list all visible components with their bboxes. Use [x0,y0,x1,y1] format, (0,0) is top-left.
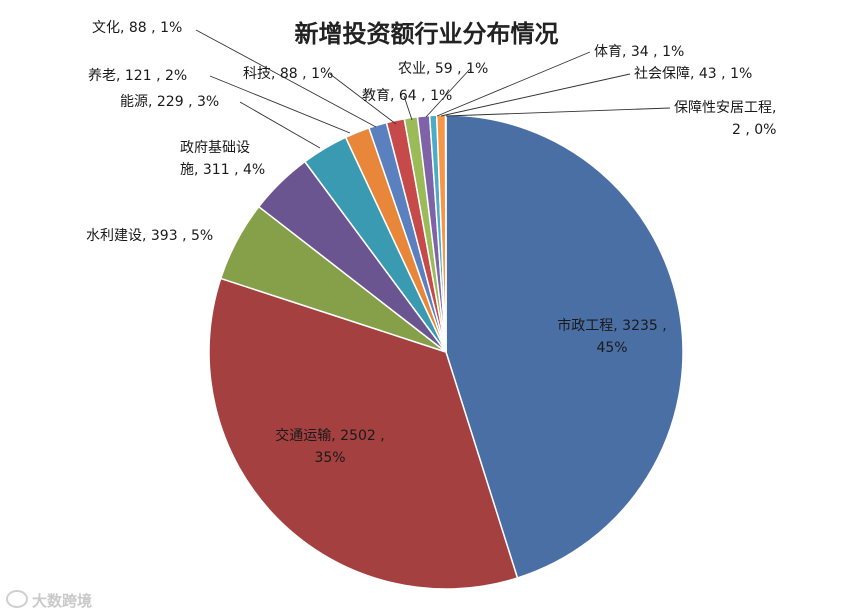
slice-label-line2-4: 施, 311 , 4% [180,162,265,178]
leader-line-11 [436,51,591,117]
slice-label-10: 农业, 59 , 1% [398,61,488,77]
slice-label-8: 科技, 88 , 1% [243,66,333,82]
slice-label-5: 能源, 229 , 3% [120,94,219,110]
slice-label-13: 保障性安居工程, [674,100,776,116]
slice-label-4: 政府基础设 [180,139,250,156]
slice-label-line2-2: 35% [314,450,345,466]
slice-label-9: 教育, 64 , 1% [362,88,452,104]
leader-line-10 [425,68,471,118]
slice-label-7: 文化, 88 , 1% [92,20,182,36]
slice-label-line2-1: 45% [596,340,627,356]
watermark-logo-icon [6,590,28,608]
slice-label-3: 水利建设, 393 , 5% [86,228,213,244]
slice-label-2: 交通运输, 2502 , [275,427,384,444]
leader-line-13 [445,107,671,117]
slice-label-11: 体育, 34 , 1% [594,44,684,60]
pie-slice-1 [445,114,684,579]
slice-label-1: 市政工程, 3235 , [557,317,666,334]
leader-line-5 [239,101,321,149]
leader-line-9 [403,95,413,121]
watermark-text: 大数跨境 [32,592,93,610]
pie-slice-2 [208,277,519,590]
watermark: 大数跨境 [6,590,92,611]
leader-line-8 [329,73,397,125]
leader-line-12 [440,73,631,117]
leader-line-7 [195,29,377,128]
leader-line-6 [209,75,351,134]
slice-label-6: 养老, 121 , 2% [88,68,187,84]
slice-label-line2-13: 2 , 0% [732,122,776,138]
chart-title: 新增投资额行业分布情况 [294,19,559,48]
slice-label-12: 社会保障, 43 , 1% [634,66,752,82]
